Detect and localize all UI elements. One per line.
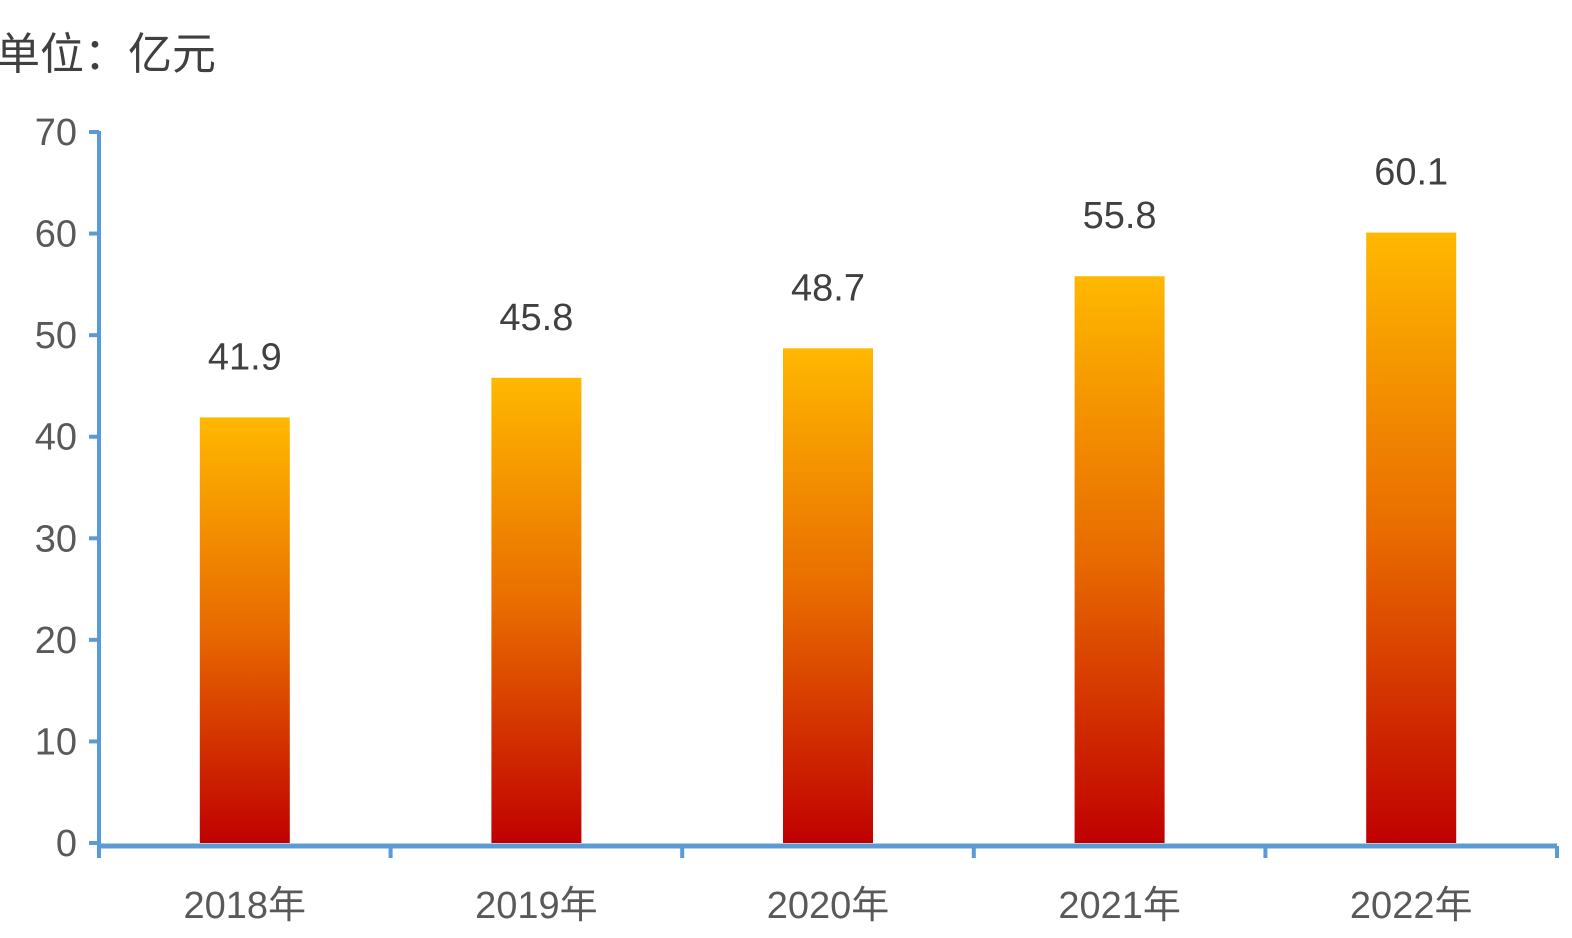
y-tick-label: 60 — [35, 214, 77, 256]
y-tick-label: 40 — [35, 417, 77, 459]
category-label: 2018年 — [184, 885, 307, 927]
y-axis: 0 10 20 30 40 50 60 70 — [35, 112, 101, 865]
bar-2019年 — [491, 377, 582, 843]
bar-2022年 — [1366, 232, 1457, 843]
y-tick-label: 20 — [35, 620, 77, 662]
category-label: 2021年 — [1058, 885, 1181, 927]
unit-label: 单位：亿元 — [0, 29, 216, 80]
y-tick-label: 0 — [56, 823, 77, 865]
y-tick-label: 10 — [35, 721, 77, 763]
bars: 41.9 45.8 48.7 55.8 60.1 — [199, 152, 1457, 843]
category-label: 2022年 — [1350, 885, 1473, 927]
value-label: 60.1 — [1374, 152, 1448, 194]
bar-2020年 — [783, 348, 873, 843]
value-label: 41.9 — [208, 336, 282, 378]
bar-2018年 — [199, 417, 290, 843]
bar-2021年 — [1074, 276, 1165, 843]
value-label: 55.8 — [1083, 195, 1157, 237]
y-tick-label: 70 — [35, 112, 77, 154]
category-label: 2019年 — [475, 885, 598, 927]
value-label: 48.7 — [791, 267, 865, 309]
x-axis: 2018年 2019年 2020年 2021年 2022年 — [97, 843, 1559, 927]
y-tick-label: 50 — [35, 315, 77, 357]
y-tick-label: 30 — [35, 518, 77, 560]
value-label: 45.8 — [499, 297, 573, 339]
category-label: 2020年 — [767, 885, 890, 927]
